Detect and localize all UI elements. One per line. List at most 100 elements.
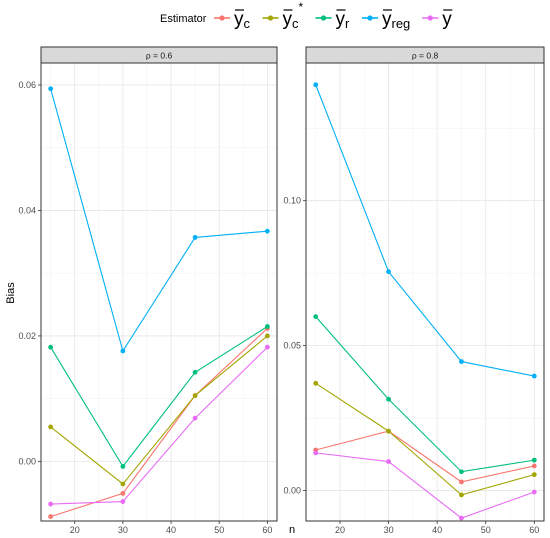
panel-background xyxy=(41,63,277,521)
legend-item-1: yc xyxy=(214,9,251,31)
panel-border xyxy=(305,62,545,522)
series-line xyxy=(50,335,268,485)
data-point xyxy=(531,373,537,379)
panels: ρ = 0.6 20 30 40 50 60 0.00 0.02 0.04 0.06 ρ = 0.8… xyxy=(18,46,545,535)
x-tick-label: 60 xyxy=(529,525,539,535)
legend-label: yc* xyxy=(283,0,304,31)
x-tick-label: 40 xyxy=(432,525,442,535)
data-point xyxy=(459,469,464,475)
data-point xyxy=(459,479,464,485)
series-line xyxy=(315,316,535,473)
data-point xyxy=(459,492,464,498)
series-line xyxy=(50,327,268,518)
x-tick-label: 30 xyxy=(384,525,394,535)
data-point xyxy=(531,472,537,478)
series-line xyxy=(315,452,535,519)
legend-title: Estimator xyxy=(160,13,207,25)
y-axis-title: Bias xyxy=(5,282,17,304)
data-point xyxy=(531,489,537,495)
data-point xyxy=(120,490,126,496)
data-point xyxy=(48,501,54,507)
y-tick-label: 0.10 xyxy=(283,196,301,206)
data-point xyxy=(313,450,319,456)
y-tick-label: 0.02 xyxy=(18,331,36,341)
data-point xyxy=(459,359,464,364)
x-tick-label: 50 xyxy=(214,525,224,535)
y-tick-label: 0.04 xyxy=(18,205,36,215)
legend-key-point xyxy=(367,15,373,21)
data-point xyxy=(48,424,54,430)
series-line xyxy=(315,382,535,496)
x-tick-label: 40 xyxy=(166,525,176,535)
panel-1: ρ = 0.6 20 30 40 50 60 0.00 0.02 0.04 0.06 xyxy=(18,46,278,535)
series-reg xyxy=(313,82,537,379)
series-reg xyxy=(48,86,270,354)
data-point xyxy=(386,396,391,402)
panel-background xyxy=(306,63,544,521)
series-line xyxy=(315,430,535,483)
legend-key-point xyxy=(219,15,225,21)
x-tick-label: 20 xyxy=(335,525,345,535)
data-point xyxy=(120,464,126,469)
legend-key-point xyxy=(320,15,327,21)
data-point xyxy=(192,369,198,375)
x-tick-label: 60 xyxy=(262,525,272,535)
series-c xyxy=(313,380,537,498)
facet-strip-label: ρ = 0.8 xyxy=(412,51,439,61)
legend-item-2: yc* xyxy=(262,0,304,31)
data-point xyxy=(459,515,464,521)
series-c xyxy=(48,333,270,487)
panel-2: ρ = 0.8 20 30 40 50 60 0.00 0.05 0.10 xyxy=(283,46,545,535)
series-line xyxy=(50,326,268,468)
data-point xyxy=(264,344,270,350)
series-line xyxy=(50,88,268,353)
data-point xyxy=(264,228,270,234)
series-line xyxy=(315,84,535,377)
x-tick-label: 30 xyxy=(118,525,128,535)
series-item xyxy=(313,450,537,521)
legend-item-4: yreg xyxy=(362,9,410,31)
x-tick-label: 20 xyxy=(70,525,80,535)
y-tick-label: 0.00 xyxy=(283,486,301,496)
data-point xyxy=(192,415,198,421)
legend-label: yc xyxy=(234,9,251,31)
data-point xyxy=(192,235,198,240)
y-tick-label: 0.00 xyxy=(18,456,36,466)
data-point xyxy=(386,428,391,434)
data-point xyxy=(120,481,126,487)
facet-strip-label: ρ = 0.6 xyxy=(146,51,173,61)
data-point xyxy=(192,393,198,398)
series-item xyxy=(48,344,270,507)
y-tick-label: 0.05 xyxy=(283,341,301,351)
panel-border xyxy=(40,62,278,522)
data-point xyxy=(48,344,54,350)
legend-key-point xyxy=(427,15,433,21)
data-point xyxy=(264,324,270,329)
legend-item-5: y xyxy=(422,9,453,30)
data-point xyxy=(386,459,391,464)
series-r xyxy=(48,324,270,469)
data-point xyxy=(531,463,537,469)
data-point xyxy=(313,82,319,88)
data-point xyxy=(313,380,319,386)
data-point xyxy=(120,499,126,504)
series-line xyxy=(50,346,268,505)
y-tick-label: 0.06 xyxy=(18,80,36,90)
series-r xyxy=(313,314,537,475)
data-point xyxy=(120,348,126,354)
legend: Estimator yc yc* yr yreg y xyxy=(160,0,453,31)
legend-label: yr xyxy=(336,9,351,31)
data-point xyxy=(531,457,537,463)
data-point xyxy=(48,514,54,520)
legend-label: yreg xyxy=(382,9,410,31)
data-point xyxy=(313,314,319,320)
legend-item-3: yr xyxy=(315,9,351,31)
data-point xyxy=(48,86,54,92)
x-axis-title: n xyxy=(289,524,295,536)
legend-key-point xyxy=(267,15,274,21)
data-point xyxy=(386,269,391,275)
x-tick-label: 50 xyxy=(481,525,491,535)
legend-label: y xyxy=(442,9,452,30)
data-point xyxy=(264,333,270,339)
